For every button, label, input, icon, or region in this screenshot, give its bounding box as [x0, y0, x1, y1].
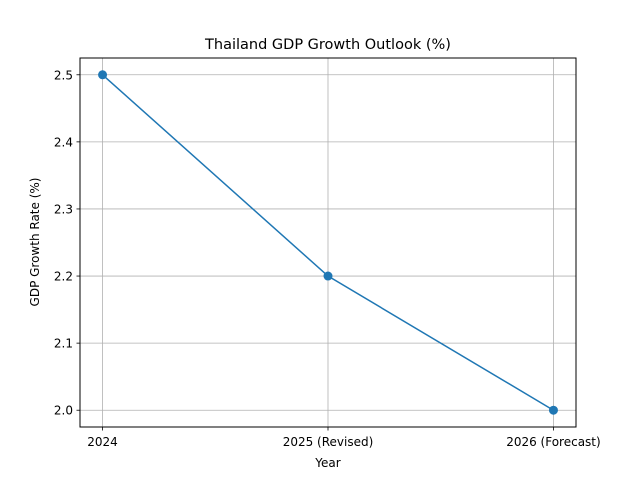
- data-point: [548, 405, 558, 415]
- chart-title: Thailand GDP Growth Outlook (%): [204, 37, 451, 53]
- x-tick-label: 2024: [87, 435, 118, 449]
- y-tick-label: 2.0: [54, 404, 73, 418]
- data-point: [323, 271, 333, 281]
- y-tick-label: 2.5: [54, 68, 73, 82]
- y-tick-label: 2.1: [54, 337, 73, 351]
- y-tick-label: 2.3: [54, 202, 73, 216]
- ticks: 2024 2025 (Revised) 2026 (Forecast) 2.0 2.1 2…: [54, 68, 601, 449]
- data-point: [98, 70, 108, 80]
- grid: [80, 58, 576, 427]
- x-tick-label: 2025 (Revised): [283, 435, 374, 449]
- series: [98, 70, 558, 415]
- y-tick-label: 2.2: [54, 270, 73, 284]
- x-tick-label: 2026 (Forecast): [506, 435, 601, 449]
- y-axis-label: GDP Growth Rate (%): [28, 178, 42, 307]
- x-axis-label: Year: [314, 456, 340, 470]
- y-tick-label: 2.4: [54, 135, 73, 149]
